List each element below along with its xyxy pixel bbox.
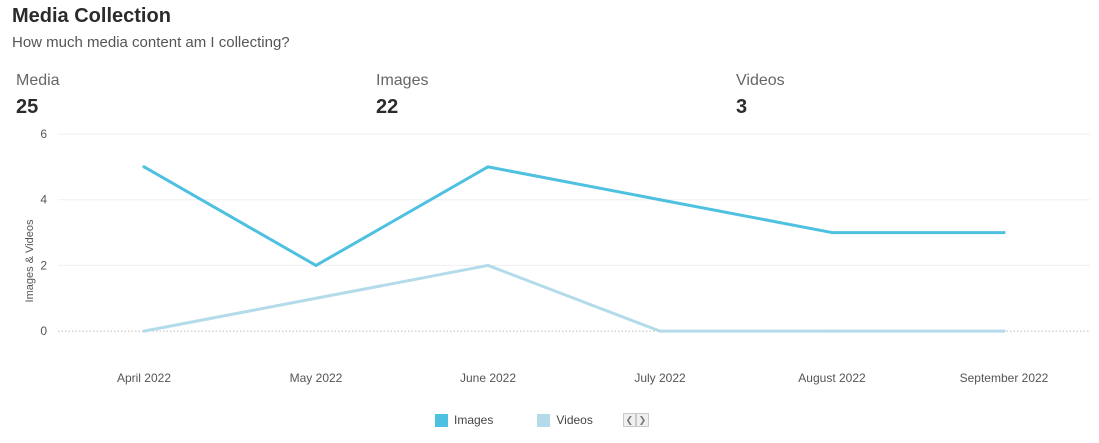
data-point-videos[interactable] [658, 329, 662, 333]
x-tick-label: June 2022 [460, 371, 516, 385]
kpi-videos-label: Videos [736, 72, 785, 89]
legend-swatch-videos [537, 413, 551, 427]
legend-label-images: Images [454, 413, 494, 427]
legend-swatch-images [435, 413, 448, 427]
kpi-media-label: Media [16, 72, 60, 89]
data-point-videos[interactable] [1002, 329, 1006, 333]
y-tick-label: 0 [40, 324, 47, 338]
legend-item-images[interactable]: Images [435, 413, 493, 427]
x-tick-label: July 2022 [634, 371, 686, 385]
kpi-images-label: Images [376, 72, 429, 89]
legend-item-videos[interactable]: Videos [537, 413, 593, 427]
x-tick-label: April 2022 [117, 371, 171, 385]
kpi-videos-value: 3 [736, 96, 748, 118]
data-point-images[interactable] [142, 165, 146, 169]
series-line-images[interactable] [142, 165, 1006, 267]
data-point-images[interactable] [486, 165, 490, 169]
kpi-images: Images 22 [376, 72, 428, 119]
kpi-media-value: 25 [16, 96, 39, 118]
y-tick-label: 2 [40, 258, 47, 272]
data-point-images[interactable] [1002, 231, 1006, 235]
data-point-videos[interactable] [830, 329, 834, 333]
x-tick-label: August 2022 [798, 371, 866, 385]
data-point-videos[interactable] [142, 329, 146, 333]
x-tick-label: May 2022 [290, 371, 343, 385]
dashboard-subtitle: How much media content am I collecting? [12, 34, 290, 51]
kpi-videos: Videos 3 [736, 72, 785, 119]
legend-next-icon[interactable]: ❯ [635, 413, 649, 427]
data-point-images[interactable] [830, 231, 834, 235]
data-point-images[interactable] [314, 263, 318, 267]
legend-prev-icon[interactable]: ❮ [622, 413, 636, 427]
gridlines [58, 133, 1090, 332]
dashboard-title: Media Collection [12, 5, 171, 27]
data-point-videos[interactable] [314, 296, 318, 300]
y-tick-label: 4 [40, 193, 47, 207]
series-lines [142, 165, 1006, 333]
x-axis-ticks: April 2022 May 2022 June 2022 July 2022 Augu… [117, 371, 1049, 385]
y-tick-label: 6 [40, 127, 47, 141]
chart-legend: Images Videos ❮ ❯ [435, 413, 649, 427]
kpi-media: Media 25 [16, 72, 60, 119]
y-axis-label: Images & Videos [24, 219, 36, 302]
data-point-images[interactable] [658, 198, 662, 202]
x-tick-label: September 2022 [960, 371, 1049, 385]
y-axis-ticks: 0 2 4 6 [40, 127, 47, 338]
kpi-images-value: 22 [376, 96, 399, 118]
series-line-videos[interactable] [142, 263, 1006, 333]
legend-label-videos: Videos [556, 413, 593, 427]
legend-pager: ❮ ❯ [622, 413, 649, 427]
data-point-videos[interactable] [486, 263, 490, 267]
